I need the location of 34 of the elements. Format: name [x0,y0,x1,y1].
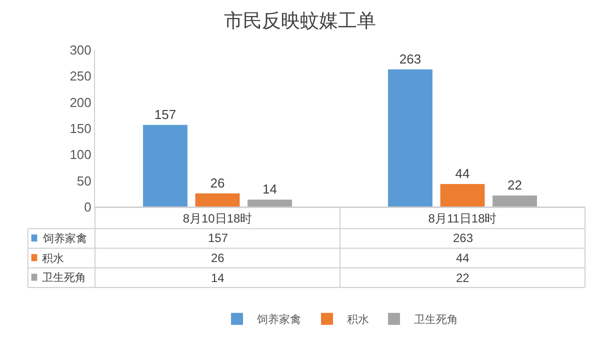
y-tick-label: 150 [70,121,92,136]
bar [195,193,240,207]
text: 卫生死角 [42,272,86,284]
y-tick-label: 50 [76,173,92,188]
text: 263 [453,231,474,245]
y-tick-label: 250 [70,68,92,84]
bar [388,69,432,207]
data-label: 263 [399,51,422,66]
y-tick-label: 0 [84,200,92,215]
text: 积水 [42,253,64,265]
text: 14 [211,271,225,285]
data-label: 14 [262,182,277,197]
x-tick-label: 8月11日18时 [428,211,497,226]
text: 26 [211,251,225,265]
chart-title: 市民反映蚊媒工单 [224,10,376,32]
data-label: 44 [455,166,470,181]
text: 饲养家禽 [257,314,301,326]
data-label: 26 [210,175,225,190]
text: 44 [456,251,470,265]
text: 157 [208,231,228,245]
legend-label: 积水 [347,313,369,326]
x-tick-label: 8月10日18时 [182,211,252,226]
y-tick-label: 200 [70,94,92,110]
bar [440,184,485,207]
bar [492,195,537,207]
data-label: 22 [508,177,522,192]
legend-label: 卫生死角 [414,313,458,326]
bar [248,200,292,207]
data-label: 157 [154,106,176,122]
bar [143,124,188,207]
legend-label: 饲养家禽 [42,232,87,245]
text: 22 [456,271,470,285]
y-tick-label: 300 [70,42,92,58]
y-tick-label: 100 [70,147,92,162]
